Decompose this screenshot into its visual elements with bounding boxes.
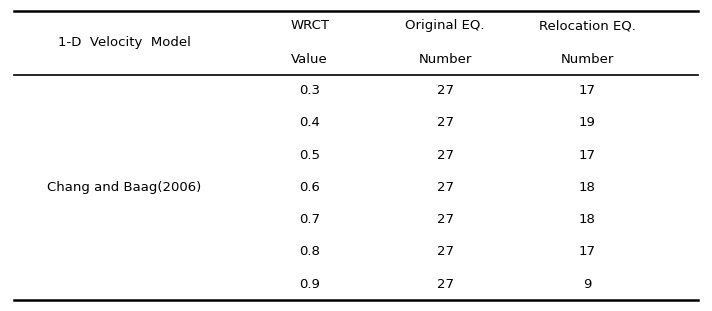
- Text: 18: 18: [579, 181, 596, 194]
- Text: 0.4: 0.4: [299, 116, 320, 129]
- Text: Value: Value: [291, 53, 328, 66]
- Text: 0.7: 0.7: [299, 213, 320, 226]
- Text: 9: 9: [583, 277, 592, 290]
- Text: 27: 27: [436, 277, 454, 290]
- Text: Relocation EQ.: Relocation EQ.: [539, 19, 636, 32]
- Text: 27: 27: [436, 149, 454, 162]
- Text: Number: Number: [561, 53, 614, 66]
- Text: 27: 27: [436, 181, 454, 194]
- Text: Chang and Baag(2006): Chang and Baag(2006): [48, 181, 201, 194]
- Text: 0.5: 0.5: [299, 149, 320, 162]
- Text: Number: Number: [419, 53, 471, 66]
- Text: 27: 27: [436, 116, 454, 129]
- Text: WRCT: WRCT: [290, 19, 329, 32]
- Text: 27: 27: [436, 245, 454, 258]
- Text: 19: 19: [579, 116, 596, 129]
- Text: 0.9: 0.9: [299, 277, 320, 290]
- Text: 0.3: 0.3: [299, 84, 320, 97]
- Text: Original EQ.: Original EQ.: [405, 19, 485, 32]
- Text: 27: 27: [436, 84, 454, 97]
- Text: 17: 17: [579, 245, 596, 258]
- Text: 0.6: 0.6: [299, 181, 320, 194]
- Text: 17: 17: [579, 84, 596, 97]
- Text: 1-D  Velocity  Model: 1-D Velocity Model: [58, 36, 191, 49]
- Text: 18: 18: [579, 213, 596, 226]
- Text: 27: 27: [436, 213, 454, 226]
- Text: 17: 17: [579, 149, 596, 162]
- Text: 0.8: 0.8: [299, 245, 320, 258]
